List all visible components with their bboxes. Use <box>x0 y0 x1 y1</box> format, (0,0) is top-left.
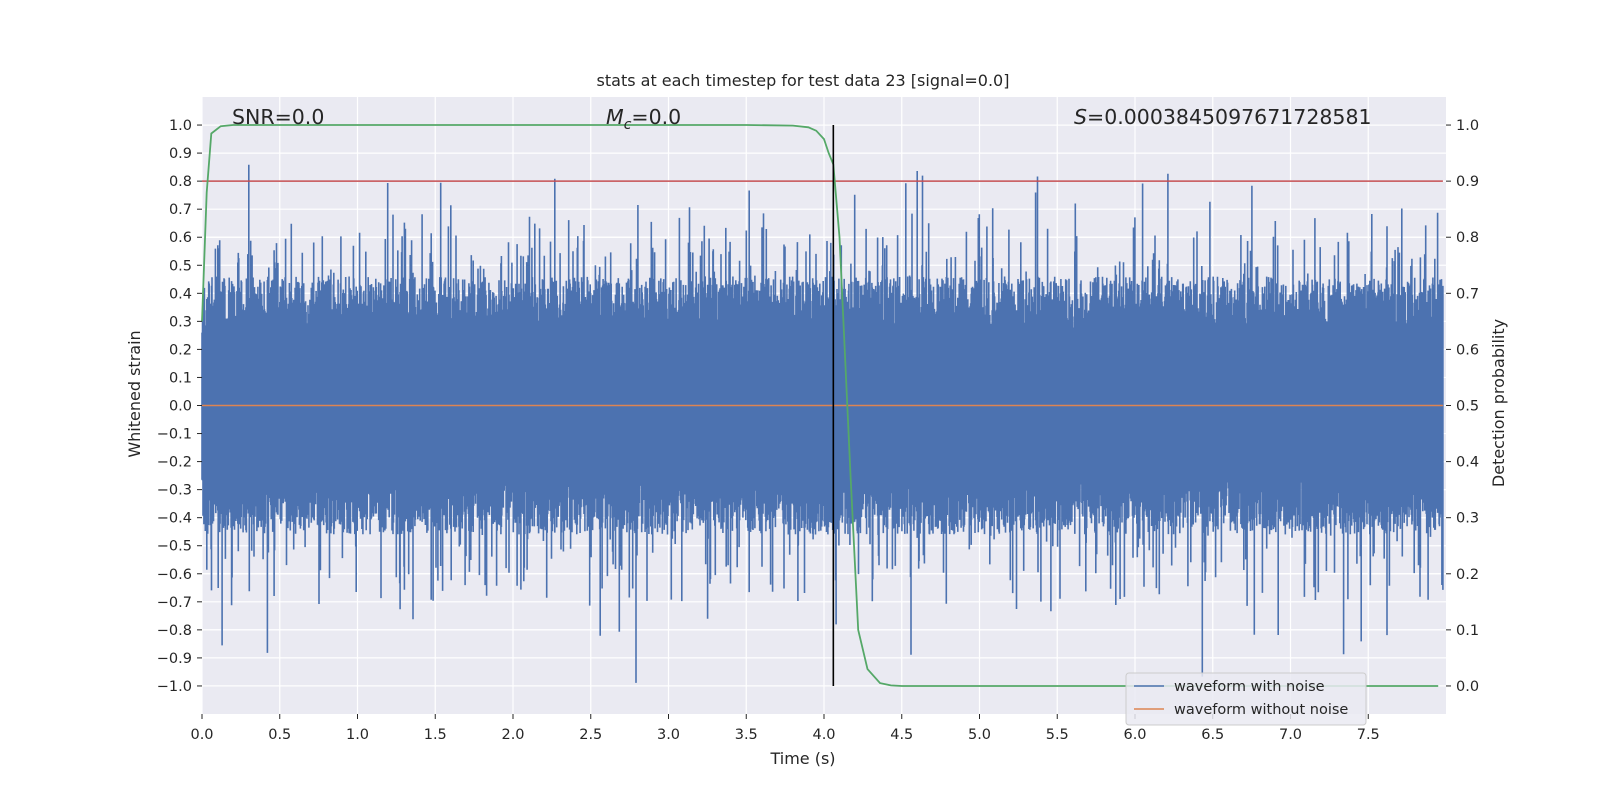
x-tick-label: 2.0 <box>501 727 524 743</box>
y2-tick-label: 0.3 <box>1456 511 1479 527</box>
y-tick-label: −0.2 <box>157 455 192 471</box>
y-tick-label: 0.5 <box>169 258 192 274</box>
y-axis-label: Whitened strain <box>125 330 144 457</box>
y-axis-ticks: 1.0 0.9 0.8 0.7 0.6 0.5 0.4 0.3 0.2 0.1 0.0 −0.1 −0.… <box>157 118 202 695</box>
legend: waveform with noise waveform without noi… <box>1125 672 1367 726</box>
y2-tick-label: 0.0 <box>1456 679 1479 695</box>
y2-tick-label: 0.4 <box>1456 455 1479 471</box>
y-tick-label: 0.9 <box>169 146 192 162</box>
s-value: =0.0003845097671728581 <box>1087 105 1372 129</box>
y-tick-label: −0.6 <box>157 567 192 583</box>
legend-label-with-noise: waveform with noise <box>1174 679 1325 695</box>
x-tick-label: 3.5 <box>735 727 758 743</box>
x-tick-label: 5.0 <box>968 727 991 743</box>
x-axis-ticks: 0.0 0.5 1.0 1.5 2.0 2.5 3.0 3.5 4.0 4.5 5.0 5.5 6.0 6… <box>190 714 1380 743</box>
x-tick-label: 4.5 <box>890 727 913 743</box>
mc-subscript: c <box>624 117 632 133</box>
y2-tick-label: 0.5 <box>1456 399 1479 415</box>
x-tick-label: 4.0 <box>812 727 835 743</box>
y-tick-label: −1.0 <box>157 679 192 695</box>
y-tick-label: 0.3 <box>169 314 192 330</box>
mc-value: =0.0 <box>631 105 681 129</box>
y-tick-label: −0.3 <box>157 483 192 499</box>
y-tick-label: 0.1 <box>169 370 192 386</box>
y2-tick-label: 0.8 <box>1456 230 1479 246</box>
mc-symbol: M <box>606 105 624 129</box>
y-tick-label: −0.5 <box>157 539 192 555</box>
x-tick-label: 7.0 <box>1279 727 1302 743</box>
y-tick-label: −0.9 <box>157 651 192 667</box>
y-tick-label: 0.0 <box>169 399 192 415</box>
y2-tick-label: 0.6 <box>1456 342 1479 358</box>
s-symbol: S <box>1074 105 1087 129</box>
y-tick-label: 0.8 <box>169 174 192 190</box>
snr-annotation: SNR=0.0 <box>232 105 324 129</box>
x-tick-label: 3.0 <box>657 727 680 743</box>
legend-box <box>1125 672 1367 726</box>
x-tick-label: 6.0 <box>1123 727 1146 743</box>
y-tick-label: −0.4 <box>157 511 192 527</box>
x-tick-label: 5.5 <box>1046 727 1069 743</box>
x-tick-label: 6.5 <box>1201 727 1224 743</box>
y-tick-label: −0.1 <box>157 427 192 443</box>
legend-label-without-noise: waveform without noise <box>1174 702 1348 718</box>
x-tick-label: 0.0 <box>190 727 213 743</box>
chart-title: stats at each timestep for test data 23 … <box>597 71 1010 90</box>
x-tick-label: 0.5 <box>268 727 291 743</box>
series-detection-probability <box>201 124 1439 687</box>
score-annotation: S=0.0003845097671728581 <box>1074 105 1372 129</box>
y-tick-label: 0.2 <box>169 342 192 358</box>
y-tick-label: −0.7 <box>157 595 192 611</box>
y2-tick-label: 0.9 <box>1456 174 1479 190</box>
x-tick-label: 7.5 <box>1357 727 1380 743</box>
y2-tick-label: 0.7 <box>1456 286 1479 302</box>
x-tick-label: 2.5 <box>579 727 602 743</box>
y-tick-label: 0.7 <box>169 202 192 218</box>
y-tick-label: 0.6 <box>169 230 192 246</box>
chirp-mass-annotation: Mc=0.0 <box>606 105 681 133</box>
x-tick-label: 1.5 <box>424 727 447 743</box>
y-tick-label: −0.8 <box>157 623 192 639</box>
y2-axis-label: Detection probability <box>1489 319 1508 487</box>
y2-tick-label: 0.2 <box>1456 567 1479 583</box>
y-tick-label: 1.0 <box>169 118 192 134</box>
y-tick-label: 0.4 <box>169 286 192 302</box>
x-tick-label: 1.0 <box>346 727 369 743</box>
y2-axis-ticks: 1.0 0.9 0.8 0.7 0.6 0.5 0.4 0.3 0.2 0.1 0.0 <box>1446 118 1479 695</box>
x-axis-label: Time (s) <box>769 749 835 768</box>
y2-tick-label: 0.1 <box>1456 623 1479 639</box>
y2-tick-label: 1.0 <box>1456 118 1479 134</box>
